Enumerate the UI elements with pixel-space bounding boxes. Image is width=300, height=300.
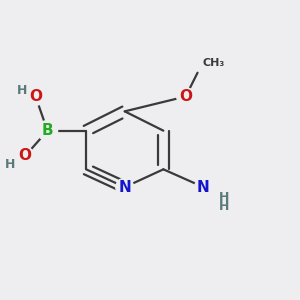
Text: H: H [5, 158, 16, 171]
Circle shape [116, 178, 134, 196]
Circle shape [177, 88, 195, 105]
Text: O: O [19, 148, 32, 164]
Circle shape [38, 121, 58, 141]
Text: H: H [219, 200, 230, 213]
Text: B: B [42, 123, 53, 138]
Text: N: N [197, 180, 210, 195]
Text: H: H [16, 84, 27, 97]
Text: O: O [179, 89, 192, 104]
Text: H: H [219, 191, 230, 204]
Circle shape [15, 84, 28, 97]
Text: N: N [118, 180, 131, 195]
Circle shape [195, 178, 212, 196]
Circle shape [27, 88, 44, 105]
Circle shape [4, 158, 17, 171]
Text: CH₃: CH₃ [202, 58, 224, 68]
Text: O: O [29, 89, 42, 104]
Circle shape [16, 147, 34, 165]
